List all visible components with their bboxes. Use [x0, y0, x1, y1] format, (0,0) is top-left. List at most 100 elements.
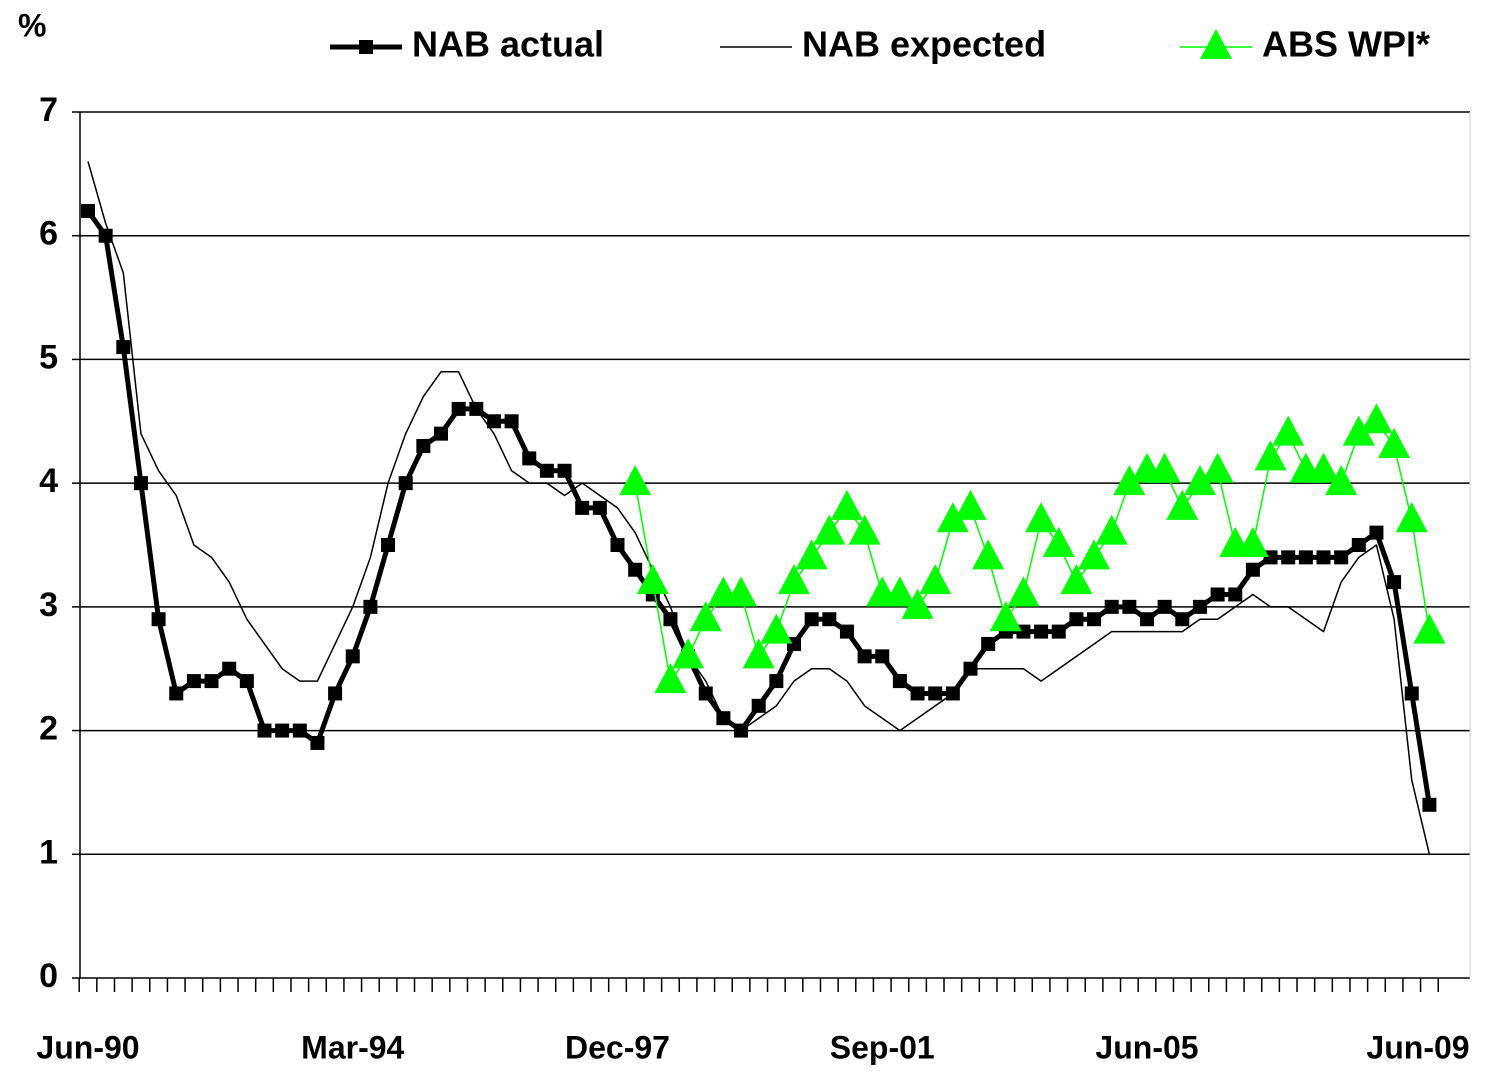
data-point [1148, 452, 1181, 483]
data-point [636, 564, 669, 595]
data-point [1334, 550, 1349, 565]
data-point [275, 723, 290, 738]
data-point [1413, 613, 1446, 644]
y-tick-label: 5 [39, 338, 58, 376]
data-point [504, 414, 519, 429]
data-point [672, 638, 705, 669]
data-point [1236, 527, 1269, 557]
data-point [1034, 624, 1049, 639]
data-point [381, 538, 396, 552]
y-tick-label: 0 [39, 957, 58, 995]
data-point [901, 588, 934, 619]
data-point [1272, 415, 1305, 446]
data-point [1210, 587, 1225, 602]
data-point [1254, 440, 1287, 471]
legend-label: NAB actual [412, 24, 604, 65]
data-point [936, 502, 969, 533]
data-point [795, 539, 828, 570]
data-point [1122, 599, 1137, 614]
data-point [716, 711, 731, 726]
x-tick-label: Jun-09 [1366, 1029, 1469, 1065]
data-point [928, 686, 943, 701]
data-point [954, 489, 987, 520]
data-point [663, 612, 678, 627]
data-point [1113, 465, 1146, 496]
data-point [1342, 415, 1375, 446]
data-point [1422, 797, 1437, 812]
x-tick-label: Jun-90 [36, 1029, 139, 1065]
data-point [981, 636, 996, 651]
data-point [751, 698, 766, 713]
data-point [239, 674, 254, 689]
data-point [363, 599, 378, 614]
data-point [222, 661, 237, 676]
data-point [592, 500, 607, 515]
data-point [1069, 612, 1084, 627]
series-line [87, 161, 1431, 855]
data-point [1051, 624, 1066, 639]
data-point [857, 649, 872, 664]
data-point [628, 562, 643, 577]
data-point [769, 674, 784, 689]
data-point [151, 612, 166, 627]
data-point [1378, 428, 1411, 459]
data-point [1360, 403, 1393, 434]
data-point [133, 476, 148, 491]
data-point [698, 686, 713, 701]
data-point [734, 723, 749, 738]
data-point [1369, 525, 1384, 540]
y-tick-label: 4 [39, 462, 58, 500]
legend-label: NAB expected [802, 24, 1046, 65]
data-point [81, 203, 95, 218]
data-point [813, 514, 846, 545]
y-tick-label: 2 [39, 710, 58, 748]
data-point [619, 465, 652, 496]
data-point [610, 538, 625, 552]
data-point [1351, 538, 1366, 552]
data-point [1201, 452, 1234, 483]
data-point [910, 686, 925, 701]
data-point [1025, 502, 1058, 533]
data-point [822, 612, 837, 627]
data-point [972, 539, 1005, 570]
data-point [778, 564, 810, 595]
data-point [742, 638, 775, 669]
data-point [945, 686, 960, 701]
data-point [848, 514, 881, 545]
y-tick-label: 6 [39, 215, 58, 253]
data-point [1042, 527, 1075, 557]
data-point [116, 340, 131, 355]
data-point [257, 723, 272, 738]
data-point [1307, 452, 1340, 483]
series-line [85, 209, 1432, 806]
data-point [1325, 465, 1358, 496]
data-point [839, 624, 854, 639]
data-point [486, 414, 501, 429]
data-point [1007, 576, 1040, 607]
data-point [1095, 514, 1128, 545]
data-point [575, 500, 590, 515]
data-point [1192, 599, 1207, 614]
data-point [186, 674, 201, 689]
data-point [1060, 564, 1093, 595]
data-point [1157, 599, 1172, 614]
data-point [1281, 550, 1296, 565]
data-point [204, 674, 219, 689]
data-point [345, 649, 360, 664]
data-point [557, 463, 572, 478]
data-point [328, 686, 343, 701]
data-point [892, 674, 907, 689]
x-tick-label: Sep-01 [830, 1029, 935, 1065]
data-point [292, 723, 307, 738]
data-point [169, 686, 184, 701]
data-point [654, 663, 687, 694]
legend-label: ABS WPI* [1262, 24, 1430, 65]
data-point [1316, 550, 1331, 565]
legend-marker [1200, 29, 1232, 59]
data-point [434, 426, 448, 441]
data-point [830, 489, 863, 520]
data-point [98, 228, 113, 243]
data-point [989, 601, 1022, 632]
series-line [634, 420, 1431, 682]
